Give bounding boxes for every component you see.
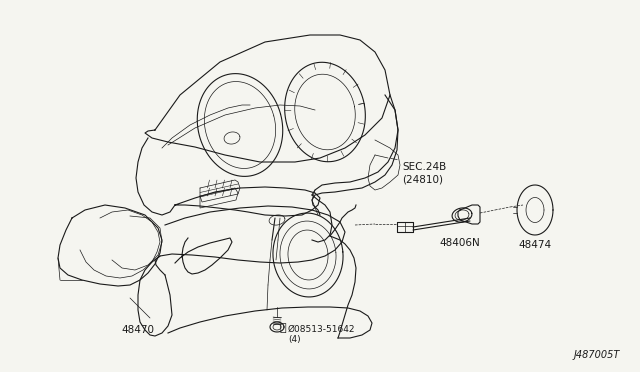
Text: Ø08513-51642
(4): Ø08513-51642 (4) — [288, 325, 355, 344]
Text: SEC.24B
(24810): SEC.24B (24810) — [402, 162, 446, 185]
Text: 48474: 48474 — [518, 240, 552, 250]
Text: 48406N: 48406N — [440, 238, 481, 248]
Text: J487005T: J487005T — [573, 350, 620, 360]
Text: Ⓢ: Ⓢ — [280, 323, 286, 333]
Text: 48470: 48470 — [122, 325, 154, 335]
